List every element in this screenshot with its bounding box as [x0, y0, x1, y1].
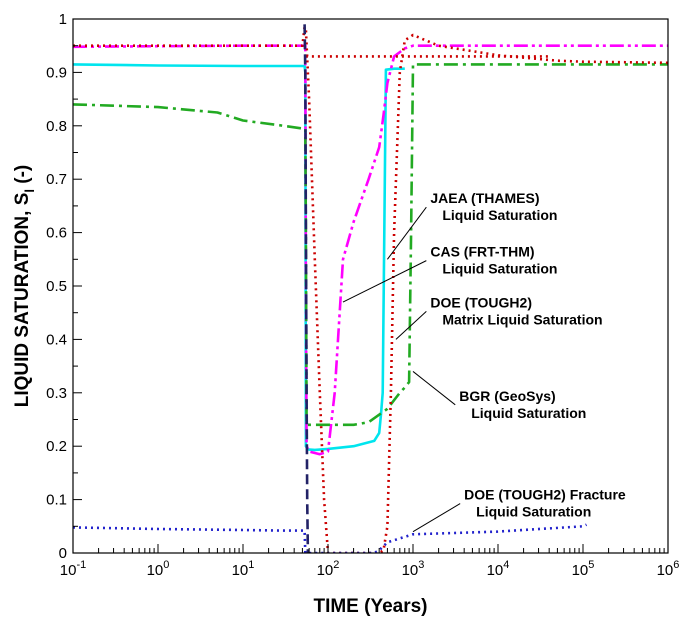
x-tick-label: 10-1 — [60, 559, 86, 579]
x-tick-label: 102 — [317, 559, 340, 579]
x-tick-label: 106 — [657, 559, 680, 579]
annotation-text: DOE (TOUGH2) — [430, 294, 532, 310]
y-axis-title-subscript: l — [22, 189, 37, 193]
x-axis-title: TIME (Years) — [313, 596, 427, 617]
y-tick-label: 0.8 — [46, 118, 67, 135]
y-tick-label: 0.7 — [46, 171, 67, 188]
annotation-text: Liquid Saturation — [442, 261, 557, 277]
series-layer — [73, 24, 668, 553]
y-tick-label: 0.3 — [46, 385, 67, 402]
annotation-text: Liquid Saturation — [471, 405, 586, 421]
annotation-text: Matrix Liquid Saturation — [442, 311, 602, 327]
series-line-4 — [73, 25, 668, 553]
tick-layer — [72, 18, 669, 554]
series-line-3 — [73, 63, 668, 427]
y-tick-label: 0.1 — [46, 492, 67, 509]
y-axis-title-unit: (-) — [12, 165, 33, 184]
annotation-2: CAS (FRT-THM)Liquid Saturation — [342, 244, 557, 303]
x-tick-label: 104 — [487, 559, 510, 579]
annotation-text: Liquid Saturation — [476, 504, 591, 520]
y-axis-title-main: LIQUID SATURATION, S — [12, 193, 33, 408]
annotation-text: DOE (TOUGH2) Fracture — [464, 487, 626, 503]
annotation-text: CAS (FRT-THM) — [430, 244, 534, 260]
x-tick-label: 105 — [572, 559, 595, 579]
annotation-leader-line — [412, 503, 461, 533]
annotation-leader-line — [387, 206, 427, 260]
series-line-7 — [303, 24, 310, 553]
annotation-3: DOE (TOUGH2)Matrix Liquid Saturation — [395, 294, 603, 340]
annotation-text: BGR (GeoSys) — [459, 388, 555, 404]
y-tick-label: 0.2 — [46, 438, 67, 455]
annotation-text: JAEA (THAMES) — [430, 190, 539, 206]
annotation-leader-line — [395, 310, 427, 340]
y-tick-label: 0.6 — [46, 225, 67, 242]
series-line-6 — [73, 523, 588, 553]
annotation-text: Liquid Saturation — [442, 207, 557, 223]
x-tick-label: 103 — [402, 559, 425, 579]
annotation-leader-line — [342, 260, 427, 303]
y-tick-label: 1 — [59, 11, 67, 28]
annotation-1: JAEA (THAMES)Liquid Saturation — [387, 190, 557, 260]
y-tick-label: 0.4 — [46, 331, 67, 348]
y-tick-label: 0.9 — [46, 64, 67, 81]
tick-label-layer: 10-1 100 101 102 103 104 105 106 0 0.1 0.2 0.3 0.4 0.… — [46, 11, 679, 579]
annotation-leader-line — [412, 371, 456, 406]
y-tick-label: 0.5 — [46, 278, 67, 295]
y-tick-label: 0 — [59, 545, 67, 562]
y-axis-title: LIQUID SATURATION, Sl (-) — [12, 165, 37, 408]
series-line-1 — [73, 63, 405, 452]
plot-frame — [72, 18, 669, 554]
x-tick-label: 101 — [232, 559, 255, 579]
x-tick-label: 100 — [147, 559, 170, 579]
annotation-4: BGR (GeoSys)Liquid Saturation — [412, 371, 586, 421]
